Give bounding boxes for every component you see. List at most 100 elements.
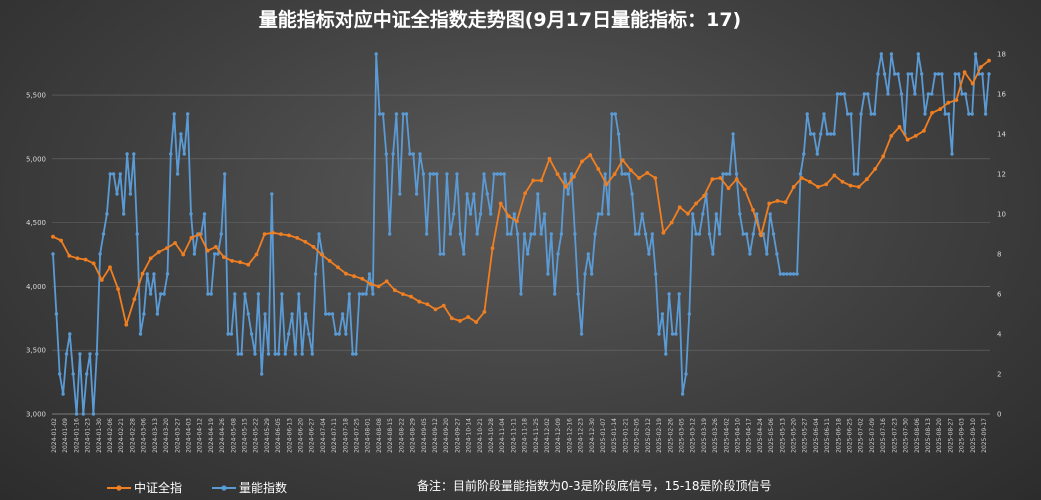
index-point bbox=[832, 173, 837, 178]
volume-point bbox=[640, 212, 644, 216]
index-point bbox=[954, 98, 959, 102]
volume-point bbox=[691, 212, 695, 216]
volume-point bbox=[583, 272, 587, 276]
index-point bbox=[612, 172, 617, 177]
volume-point bbox=[452, 212, 456, 216]
volume-point bbox=[287, 332, 291, 336]
y-right-tick-label: 10 bbox=[997, 211, 1006, 219]
volume-point bbox=[364, 292, 368, 296]
volume-point bbox=[172, 112, 176, 116]
volume-point bbox=[169, 152, 173, 156]
index-point bbox=[596, 167, 601, 171]
index-point bbox=[295, 236, 300, 240]
volume-point bbox=[374, 52, 378, 56]
volume-point bbox=[186, 112, 190, 116]
volume-point bbox=[842, 92, 846, 96]
volume-point bbox=[775, 252, 779, 256]
x-tick-label: 2024-07-04 bbox=[320, 418, 327, 453]
volume-point bbox=[980, 72, 984, 76]
x-tick-label: 2025-02-26 bbox=[667, 418, 674, 453]
x-tick-label: 2024-02-28 bbox=[129, 418, 136, 453]
x-tick-label: 2024-10-14 bbox=[466, 418, 473, 453]
volume-point bbox=[64, 352, 69, 356]
x-tick-label: 2025-09-10 bbox=[970, 418, 977, 453]
volume-point bbox=[260, 372, 264, 376]
volume-point bbox=[923, 112, 927, 116]
x-tick-label: 2024-06-20 bbox=[298, 418, 305, 453]
volume-point bbox=[512, 212, 516, 216]
volume-point bbox=[546, 272, 550, 276]
index-point bbox=[661, 230, 666, 235]
volume-point bbox=[226, 332, 230, 336]
volume-point bbox=[549, 232, 553, 236]
index-point bbox=[531, 178, 536, 183]
volume-point bbox=[435, 172, 439, 176]
index-point bbox=[279, 232, 283, 237]
volume-point bbox=[899, 92, 904, 96]
volume-point bbox=[253, 352, 257, 356]
x-tick-label: 2025-07-09 bbox=[869, 418, 876, 453]
index-point bbox=[816, 185, 820, 189]
y-right-tick-label: 14 bbox=[997, 131, 1006, 139]
volume-point bbox=[118, 172, 123, 176]
x-tick-label: 2025-07-23 bbox=[891, 418, 898, 453]
volume-point bbox=[778, 272, 782, 276]
x-tick-label: 2024-07-18 bbox=[342, 418, 349, 453]
x-tick-label: 2024-12-23 bbox=[578, 418, 585, 453]
volume-point bbox=[317, 232, 321, 236]
volume-point bbox=[128, 192, 133, 196]
index-point bbox=[653, 176, 658, 180]
x-tick-label: 2024-12-09 bbox=[555, 418, 562, 453]
index-point bbox=[368, 282, 373, 286]
volume-point bbox=[748, 252, 752, 256]
index-point bbox=[352, 274, 356, 279]
index-point bbox=[173, 241, 178, 245]
volume-line bbox=[52, 53, 990, 415]
index-point bbox=[222, 255, 226, 259]
volume-point bbox=[832, 132, 836, 136]
x-tick-label: 2024-03-13 bbox=[152, 418, 159, 453]
y-left-tick-label: 4,000 bbox=[26, 283, 46, 291]
volume-point bbox=[872, 112, 877, 116]
index-point bbox=[938, 107, 943, 111]
volume-point bbox=[815, 152, 819, 156]
volume-point bbox=[886, 92, 890, 96]
index-point bbox=[474, 320, 479, 324]
x-tick-label: 2024-04-03 bbox=[185, 418, 192, 453]
index-point bbox=[319, 252, 324, 257]
x-tick-label: 2025-03-26 bbox=[712, 418, 719, 453]
volume-point bbox=[802, 152, 806, 156]
volume-point bbox=[849, 112, 853, 116]
volume-point bbox=[741, 232, 745, 236]
index-point bbox=[580, 159, 584, 164]
x-tick-label: 2025-07-30 bbox=[903, 418, 910, 453]
volume-point bbox=[623, 172, 628, 176]
volume-point bbox=[418, 152, 422, 156]
volume-point bbox=[680, 392, 685, 396]
x-tick-label: 2025-09-03 bbox=[959, 418, 966, 453]
volume-point bbox=[781, 272, 786, 276]
legend-label-index: 中证全指 bbox=[134, 480, 182, 495]
volume-point bbox=[553, 292, 557, 296]
x-tick-label: 2024-12-16 bbox=[566, 418, 573, 453]
volume-point bbox=[229, 332, 234, 336]
volume-point bbox=[933, 72, 937, 76]
index-point bbox=[449, 316, 454, 321]
volume-point bbox=[468, 212, 473, 216]
volume-point bbox=[458, 232, 463, 236]
volume-point bbox=[536, 192, 540, 196]
volume-point bbox=[610, 112, 614, 116]
volume-point bbox=[856, 172, 860, 176]
volume-point bbox=[384, 152, 388, 156]
volume-point bbox=[532, 232, 537, 236]
index-point bbox=[856, 185, 861, 189]
volume-point bbox=[785, 272, 789, 276]
volume-point bbox=[970, 112, 974, 116]
volume-point bbox=[414, 192, 419, 196]
volume-point bbox=[256, 292, 261, 296]
index-point bbox=[840, 179, 845, 184]
grid bbox=[52, 94, 990, 415]
volume-point bbox=[394, 112, 399, 116]
volume-point bbox=[71, 372, 75, 376]
index-point bbox=[759, 233, 763, 238]
